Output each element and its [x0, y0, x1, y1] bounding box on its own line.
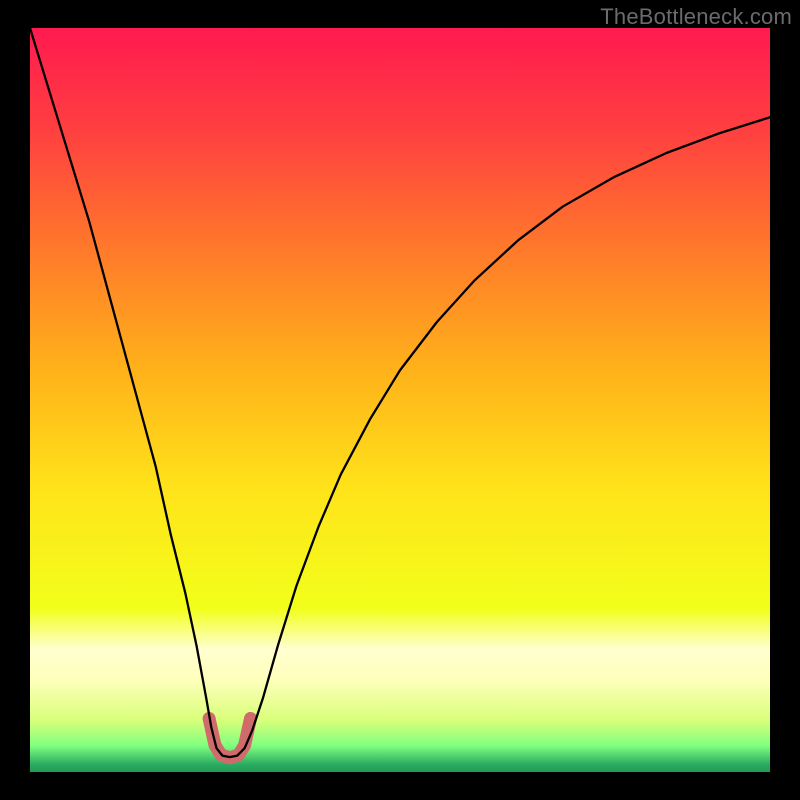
bottleneck-chart — [0, 0, 800, 800]
watermark-text: TheBottleneck.com — [600, 4, 792, 30]
chart-container: TheBottleneck.com — [0, 0, 800, 800]
plot-background — [30, 28, 770, 772]
